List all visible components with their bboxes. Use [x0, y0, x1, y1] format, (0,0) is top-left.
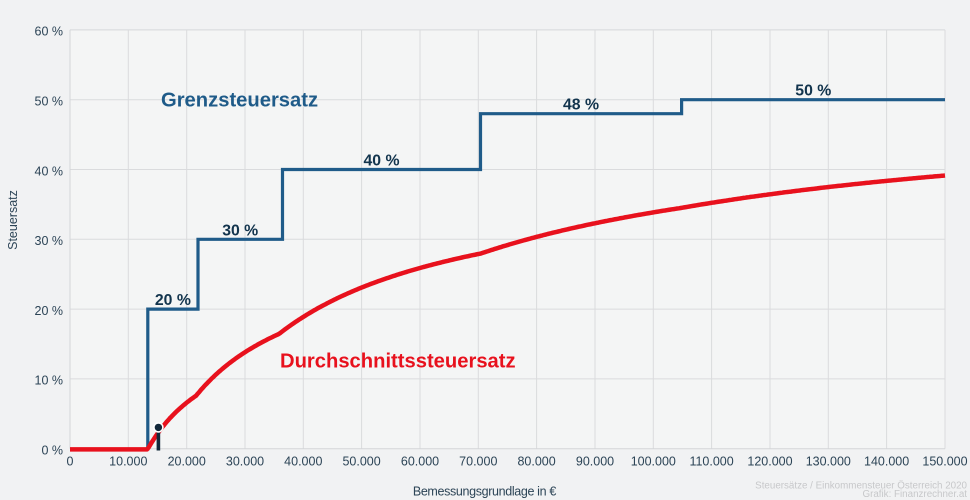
svg-text:40 %: 40 %: [35, 164, 64, 178]
svg-text:50.000: 50.000: [342, 455, 380, 469]
svg-text:20.000: 20.000: [168, 455, 206, 469]
svg-text:48 %: 48 %: [563, 97, 599, 114]
svg-text:10.000: 10.000: [109, 455, 147, 469]
svg-text:40.000: 40.000: [284, 455, 322, 469]
svg-text:Durchschnittssteuersatz: Durchschnittssteuersatz: [280, 351, 516, 373]
svg-text:90.000: 90.000: [576, 455, 614, 469]
svg-text:Steuersatz: Steuersatz: [6, 190, 20, 250]
svg-text:30 %: 30 %: [222, 222, 258, 239]
svg-text:30.000: 30.000: [226, 455, 264, 469]
svg-text:40 %: 40 %: [363, 153, 399, 170]
svg-text:20 %: 20 %: [155, 292, 191, 309]
svg-text:10 %: 10 %: [35, 374, 64, 388]
svg-text:0: 0: [67, 455, 74, 469]
svg-text:Grafik: Finanzrechner.at: Grafik: Finanzrechner.at: [862, 489, 967, 500]
svg-text:120.000: 120.000: [747, 455, 792, 469]
svg-text:70.000: 70.000: [459, 455, 497, 469]
svg-text:140.000: 140.000: [864, 455, 909, 469]
svg-text:20 %: 20 %: [35, 304, 64, 318]
svg-text:50 %: 50 %: [35, 95, 64, 109]
svg-text:0 %: 0 %: [41, 444, 63, 458]
svg-text:50 %: 50 %: [795, 83, 831, 100]
svg-text:110.000: 110.000: [689, 455, 733, 469]
svg-text:30 %: 30 %: [35, 234, 64, 248]
svg-text:60 %: 60 %: [35, 25, 64, 39]
svg-text:Steuersätze / Einkommensteuer: Steuersätze / Einkommensteuer Österreich…: [755, 481, 967, 492]
svg-text:Bemessungsgrundlage in €: Bemessungsgrundlage in €: [413, 485, 556, 499]
svg-text:Grenzsteuersatz: Grenzsteuersatz: [161, 90, 318, 112]
svg-text:100.000: 100.000: [631, 455, 676, 469]
svg-text:60.000: 60.000: [401, 455, 439, 469]
svg-text:80.000: 80.000: [517, 455, 555, 469]
svg-text:130.000: 130.000: [806, 455, 851, 469]
svg-text:150.000: 150.000: [922, 455, 967, 469]
